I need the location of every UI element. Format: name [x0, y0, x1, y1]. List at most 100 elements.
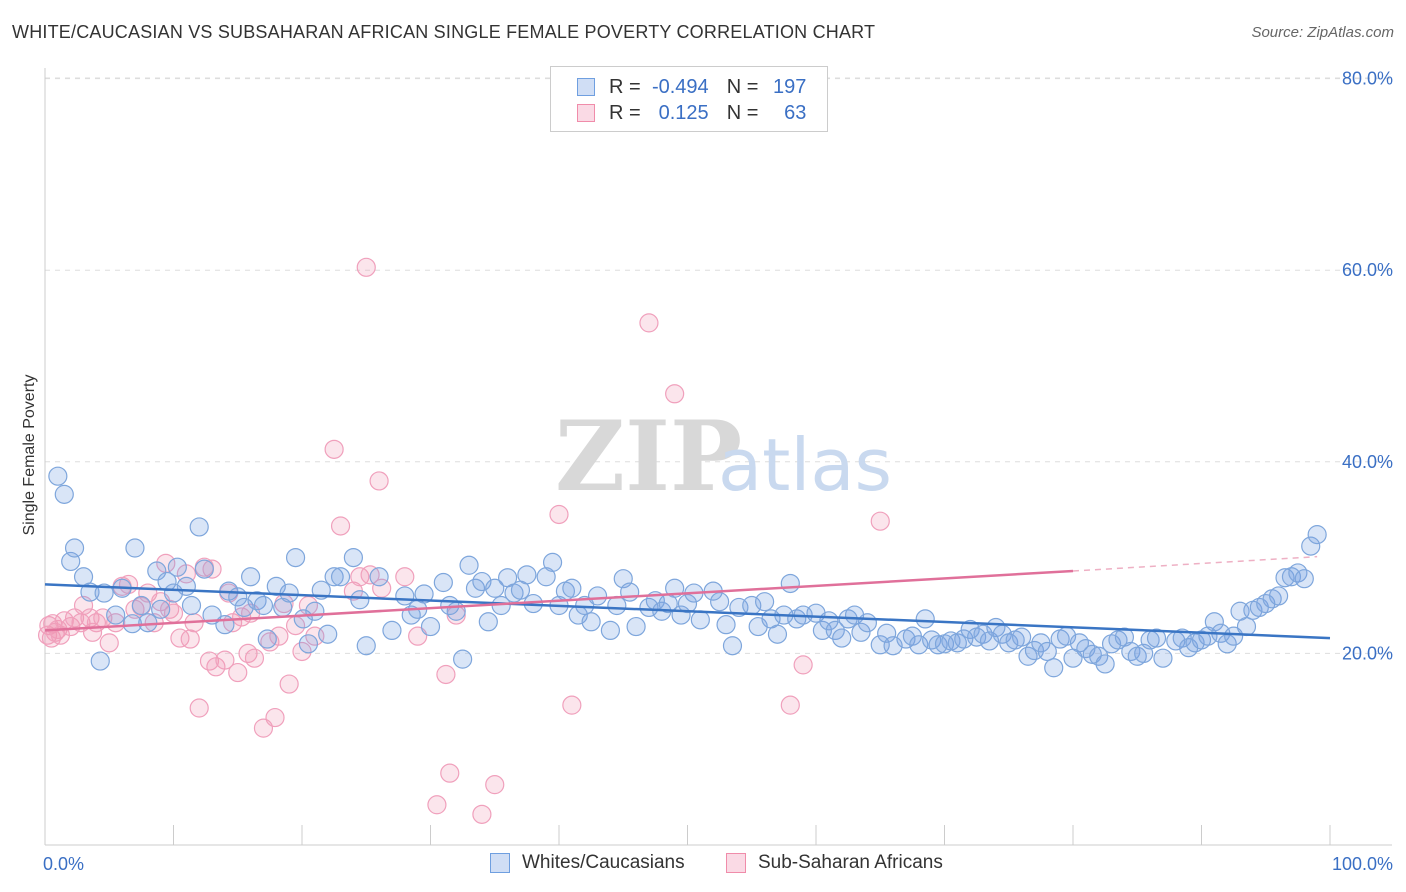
x-tick-label: 100.0% — [1332, 854, 1393, 874]
data-point-white — [722, 636, 743, 656]
data-point-white — [960, 619, 980, 640]
data-point-white — [94, 583, 114, 603]
data-point-white — [125, 538, 145, 558]
data-point-subsaharan — [189, 698, 209, 718]
data-point-subsaharan — [228, 662, 248, 683]
data-point-white — [1095, 654, 1115, 674]
data-point-subsaharan — [408, 626, 428, 646]
axes — [44, 68, 1392, 846]
data-point-white — [414, 584, 434, 604]
data-point-subsaharan — [369, 471, 389, 491]
data-point-white — [167, 557, 187, 577]
data-point-white — [253, 595, 274, 616]
data-point-white — [298, 634, 319, 654]
data-point-subsaharan — [215, 650, 235, 670]
data-point-subsaharan — [279, 674, 299, 694]
trend-line-subsaharan — [44, 569, 1074, 632]
data-point-white — [305, 601, 325, 621]
data-point-white — [257, 629, 277, 649]
data-point-white — [485, 578, 505, 598]
data-point-white — [194, 559, 214, 579]
data-point-white — [677, 593, 698, 614]
data-point-subsaharan — [170, 628, 190, 648]
data-point-white — [832, 628, 852, 648]
data-point-white — [915, 609, 935, 629]
legend-swatch-blue — [490, 853, 510, 873]
data-point-white — [181, 595, 202, 616]
legend-label: Sub-Saharan Africans — [758, 852, 943, 873]
data-point-white — [780, 573, 800, 594]
data-point-white — [1301, 536, 1321, 556]
data-point-subsaharan — [292, 641, 312, 662]
data-point-white — [1114, 627, 1135, 647]
data-point-subsaharan — [639, 313, 659, 333]
data-point-white — [382, 620, 402, 641]
data-point-white — [324, 567, 344, 587]
data-point-white — [1204, 612, 1224, 632]
data-point-white — [857, 613, 878, 633]
r-value: -0.494 — [651, 75, 709, 98]
data-point-subsaharan — [870, 511, 890, 531]
data-point-white — [478, 612, 498, 632]
legend-row-whites: R = -0.494 N = 197 — [577, 75, 806, 99]
legend-label: Whites/Caucasians — [522, 852, 685, 873]
data-point-white — [851, 622, 871, 642]
legend-item-whites: Whites/Caucasians — [490, 852, 685, 874]
series-subsaharan-points — [37, 257, 890, 824]
data-point-white — [877, 623, 897, 643]
series-white-points — [48, 466, 1327, 678]
data-point-white — [446, 601, 466, 621]
data-point-subsaharan — [793, 655, 813, 675]
data-point-subsaharan — [485, 775, 505, 795]
data-point-white — [542, 552, 563, 572]
data-point-white — [710, 592, 730, 612]
data-point-white — [1037, 641, 1057, 662]
data-point-subsaharan — [202, 559, 222, 579]
data-point-white — [189, 517, 209, 537]
data-point-white — [279, 583, 299, 603]
data-point-white — [350, 590, 370, 610]
watermark-zip: ZIP — [555, 400, 742, 513]
data-point-subsaharan — [395, 567, 415, 587]
data-point-white — [433, 572, 453, 593]
y-tick-label: 60.0% — [1342, 260, 1393, 280]
data-point-white — [1153, 648, 1173, 668]
n-label: N = — [726, 75, 759, 98]
legend-swatch-pink — [577, 104, 595, 122]
data-point-subsaharan — [265, 707, 285, 728]
data-point-subsaharan — [665, 384, 685, 404]
data-point-white — [369, 567, 389, 587]
legend-swatch-blue — [577, 78, 595, 96]
data-point-white — [356, 636, 376, 656]
r-label: R = — [609, 101, 641, 124]
trend-line-subsaharan-extension — [1072, 555, 1318, 572]
data-point-white — [395, 586, 415, 606]
data-point-white — [1224, 626, 1244, 646]
data-point-subsaharan — [330, 516, 351, 536]
data-point-white — [131, 595, 151, 616]
source-label: Source: ZipAtlas.com — [1251, 24, 1394, 41]
n-value: 63 — [784, 101, 807, 124]
data-point-white — [909, 635, 929, 655]
data-point-white — [600, 620, 621, 641]
data-point-white — [318, 624, 338, 644]
y-tick-label: 20.0% — [1342, 643, 1393, 663]
data-point-subsaharan — [549, 504, 569, 525]
data-point-white — [285, 547, 306, 568]
data-point-white — [1294, 569, 1314, 589]
gridlines — [45, 77, 1392, 654]
data-point-white — [716, 615, 736, 635]
data-point-white — [90, 651, 110, 671]
data-point-white — [767, 624, 788, 644]
data-point-white — [343, 547, 363, 568]
data-point-white — [1268, 586, 1289, 606]
correlation-legend: R = -0.494 N = 197 R = 0.125 N = 63 — [550, 66, 828, 132]
data-point-white — [690, 610, 710, 630]
data-point-white — [1146, 628, 1167, 648]
data-point-subsaharan — [244, 648, 265, 668]
n-label: N = — [726, 101, 759, 124]
data-point-subsaharan — [436, 664, 456, 685]
watermark-atlas: atlas — [718, 423, 892, 507]
data-point-white — [620, 582, 640, 602]
data-point-white — [1172, 628, 1192, 648]
